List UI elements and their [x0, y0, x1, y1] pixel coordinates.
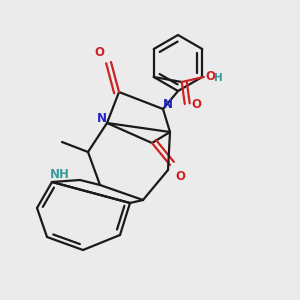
Text: NH: NH — [50, 169, 70, 182]
Text: O: O — [175, 170, 185, 183]
Text: N: N — [97, 112, 107, 124]
Text: O: O — [94, 46, 104, 59]
Text: N: N — [163, 98, 173, 110]
Text: H: H — [214, 73, 223, 83]
Text: O: O — [192, 98, 202, 110]
Text: O: O — [206, 70, 216, 83]
